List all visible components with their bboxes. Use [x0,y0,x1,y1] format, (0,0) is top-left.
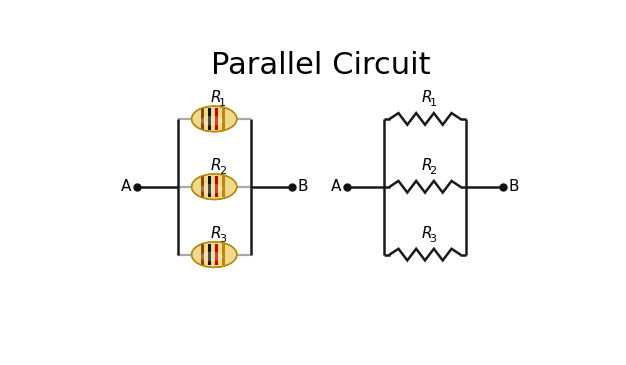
Bar [201,108,204,130]
Text: 3: 3 [219,234,226,244]
Ellipse shape [200,251,223,261]
Text: A: A [331,179,342,194]
Bar [215,244,218,265]
Text: B: B [297,179,308,194]
Ellipse shape [200,116,223,126]
Text: 1: 1 [219,98,226,108]
Bar [222,108,225,130]
Text: 2: 2 [219,166,226,176]
Text: R: R [421,158,432,173]
Text: R: R [421,226,432,241]
Text: R: R [210,226,221,241]
Text: R: R [210,158,221,173]
Bar [208,176,211,197]
Bar [215,176,218,197]
Text: 2: 2 [429,166,437,176]
Text: Parallel Circuit: Parallel Circuit [211,51,431,80]
Ellipse shape [192,174,237,200]
Ellipse shape [200,184,223,193]
Bar [222,176,225,197]
Bar [222,244,225,265]
Text: B: B [508,179,519,194]
Bar [201,176,204,197]
Bar [201,244,204,265]
Bar [215,108,218,130]
Text: R: R [421,91,432,105]
Bar [208,108,211,130]
Bar [208,244,211,265]
Text: 3: 3 [429,234,436,244]
Ellipse shape [192,242,237,267]
Ellipse shape [192,106,237,132]
Text: 1: 1 [429,98,436,108]
Text: R: R [210,91,221,105]
Text: A: A [120,179,131,194]
